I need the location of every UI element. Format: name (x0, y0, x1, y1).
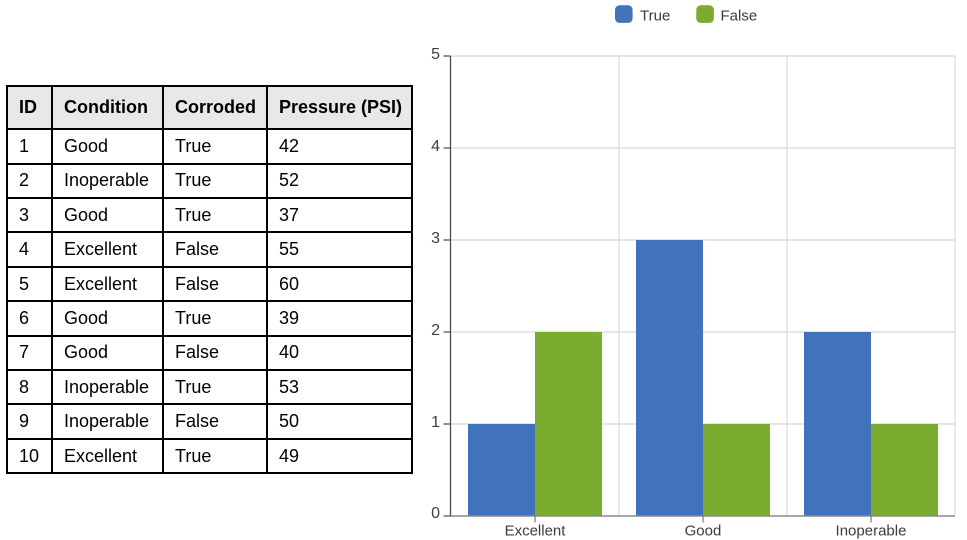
svg-text:4: 4 (431, 138, 440, 155)
svg-text:Inoperable: Inoperable (836, 522, 907, 539)
svg-text:1: 1 (431, 414, 440, 431)
svg-text:True: True (640, 8, 670, 25)
svg-text:False: False (721, 8, 758, 25)
svg-text:Good: Good (685, 522, 722, 539)
svg-text:3: 3 (431, 230, 440, 247)
svg-text:0: 0 (431, 505, 440, 522)
svg-text:Excellent: Excellent (505, 522, 567, 539)
svg-text:5: 5 (431, 46, 440, 63)
svg-text:2: 2 (431, 322, 440, 339)
